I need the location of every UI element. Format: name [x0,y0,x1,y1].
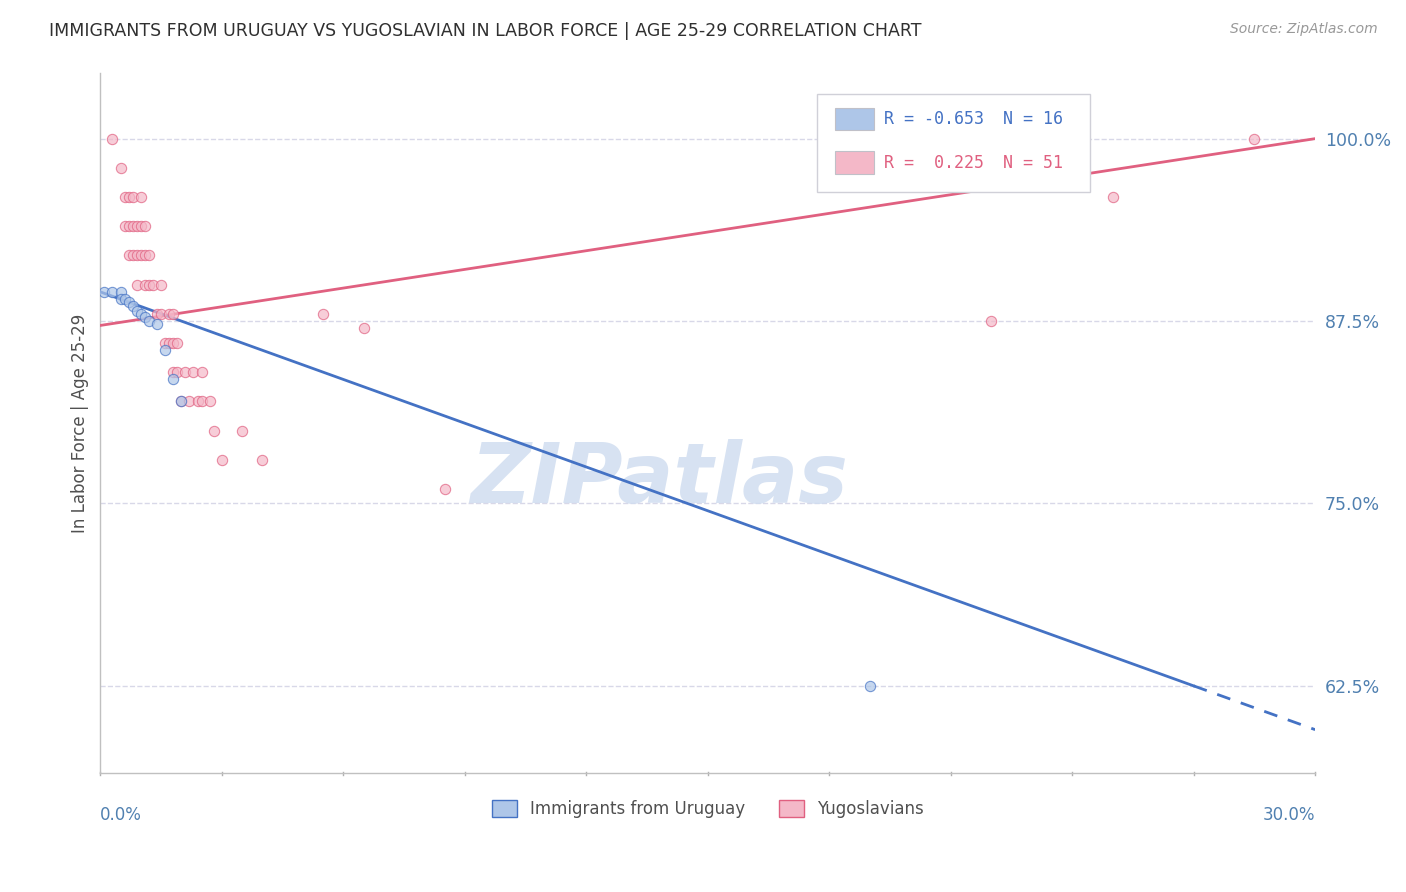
Point [138,314,160,328]
Point [114,190,136,204]
Point [110,285,132,299]
Point [162,307,184,321]
Point [101,131,124,145]
Point [1243,131,1265,145]
Point [125,277,148,292]
Point [129,190,152,204]
Point [121,190,143,204]
Point [142,277,165,292]
Bar [835,152,875,174]
Point [129,219,152,234]
Point [150,277,173,292]
Point [121,219,143,234]
Point [138,277,160,292]
Point [183,365,205,379]
Point [1101,190,1123,204]
Point [198,394,221,409]
Point [121,300,143,314]
Point [859,679,882,693]
Point [166,335,188,350]
Point [134,248,156,262]
Point [170,394,193,409]
Text: N = 16: N = 16 [1002,111,1063,128]
Point [93,285,115,299]
Point [153,335,176,350]
Point [433,482,456,496]
Point [162,372,184,386]
Point [312,307,335,321]
Text: R =  0.225: R = 0.225 [884,153,984,171]
Text: Source: ZipAtlas.com: Source: ZipAtlas.com [1230,22,1378,37]
Text: ZIPatlas: ZIPatlas [470,439,848,520]
Point [174,365,197,379]
Point [252,452,274,467]
Point [134,310,156,324]
Text: IMMIGRANTS FROM URUGUAY VS YUGOSLAVIAN IN LABOR FORCE | AGE 25-29 CORRELATION CH: IMMIGRANTS FROM URUGUAY VS YUGOSLAVIAN I… [49,22,922,40]
Point [190,365,212,379]
Point [110,161,132,175]
Point [114,219,136,234]
Point [118,248,141,262]
Point [125,303,148,318]
Point [157,307,180,321]
Text: R = -0.653: R = -0.653 [884,111,984,128]
Point [162,335,184,350]
Point [153,343,176,358]
Point [353,321,375,335]
Point [129,248,152,262]
Point [170,394,193,409]
Bar [835,108,875,130]
Legend: Immigrants from Uruguay, Yugoslavians: Immigrants from Uruguay, Yugoslavians [485,793,931,824]
Point [110,292,132,306]
Point [202,424,225,438]
Point [186,394,208,409]
Point [157,335,180,350]
Point [179,394,201,409]
Point [162,365,184,379]
Point [114,292,136,306]
Text: 30.0%: 30.0% [1263,805,1315,823]
Point [211,452,233,467]
Point [129,307,152,321]
Point [125,219,148,234]
Point [125,248,148,262]
Point [146,307,169,321]
Point [134,277,156,292]
Text: N = 51: N = 51 [1002,153,1063,171]
Point [138,248,160,262]
Point [118,295,141,310]
Point [166,365,188,379]
Text: 0.0%: 0.0% [100,805,142,823]
Y-axis label: In Labor Force | Age 25-29: In Labor Force | Age 25-29 [72,314,89,533]
Point [118,190,141,204]
Point [980,314,1002,328]
Point [118,219,141,234]
FancyBboxPatch shape [817,94,1091,192]
Point [121,248,143,262]
Point [101,285,124,299]
Point [150,307,173,321]
Point [146,317,169,331]
Point [134,219,156,234]
Point [231,424,253,438]
Point [190,394,212,409]
